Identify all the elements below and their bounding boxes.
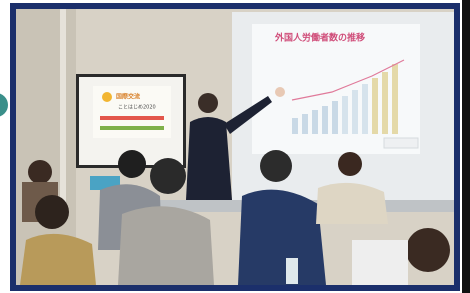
photo: 外国人労働者数の推移 国際交流 ことはじめ2020	[0, 0, 470, 293]
poster-title: 国際交流	[116, 93, 140, 101]
audience-head	[338, 152, 362, 176]
audience-body	[118, 206, 214, 285]
audience-head	[28, 160, 52, 184]
poster-flags	[100, 126, 164, 130]
poster-logo	[102, 92, 112, 102]
right-strip	[462, 0, 470, 293]
photo-content: 外国人労働者数の推移 国際交流 ことはじめ2020	[16, 9, 454, 285]
slide-bar	[292, 118, 298, 134]
audience-head	[35, 195, 69, 229]
slide-bar	[342, 96, 348, 134]
slide-bar	[352, 90, 358, 134]
bottle	[286, 258, 298, 284]
audience-head	[260, 150, 292, 182]
poster-flags	[100, 116, 164, 120]
slide-bar	[332, 101, 338, 134]
page: {"slide": {"title": "外国人労働者数の推移"}, "post…	[0, 0, 470, 293]
papers	[352, 240, 408, 285]
audience-head	[150, 158, 186, 194]
pillar	[60, 9, 66, 209]
presenter-body	[186, 117, 232, 200]
slide-bar	[392, 64, 398, 134]
slide-bar	[322, 106, 328, 134]
presenter-head	[198, 93, 218, 113]
slide-bar	[372, 78, 378, 134]
audience-head	[118, 150, 146, 178]
slide-bar	[312, 110, 318, 134]
poster-subtitle: ことはじめ2020	[118, 105, 156, 111]
audience-head	[406, 228, 450, 272]
slide-caption-box	[384, 138, 418, 148]
presenter-hand	[275, 87, 285, 97]
audience-body	[20, 234, 96, 285]
slide-bar	[362, 84, 368, 134]
slide-bar	[302, 114, 308, 134]
slide-bar	[382, 72, 388, 134]
slide-title: 外国人労働者数の推移	[274, 32, 365, 44]
audience-body	[238, 190, 326, 285]
